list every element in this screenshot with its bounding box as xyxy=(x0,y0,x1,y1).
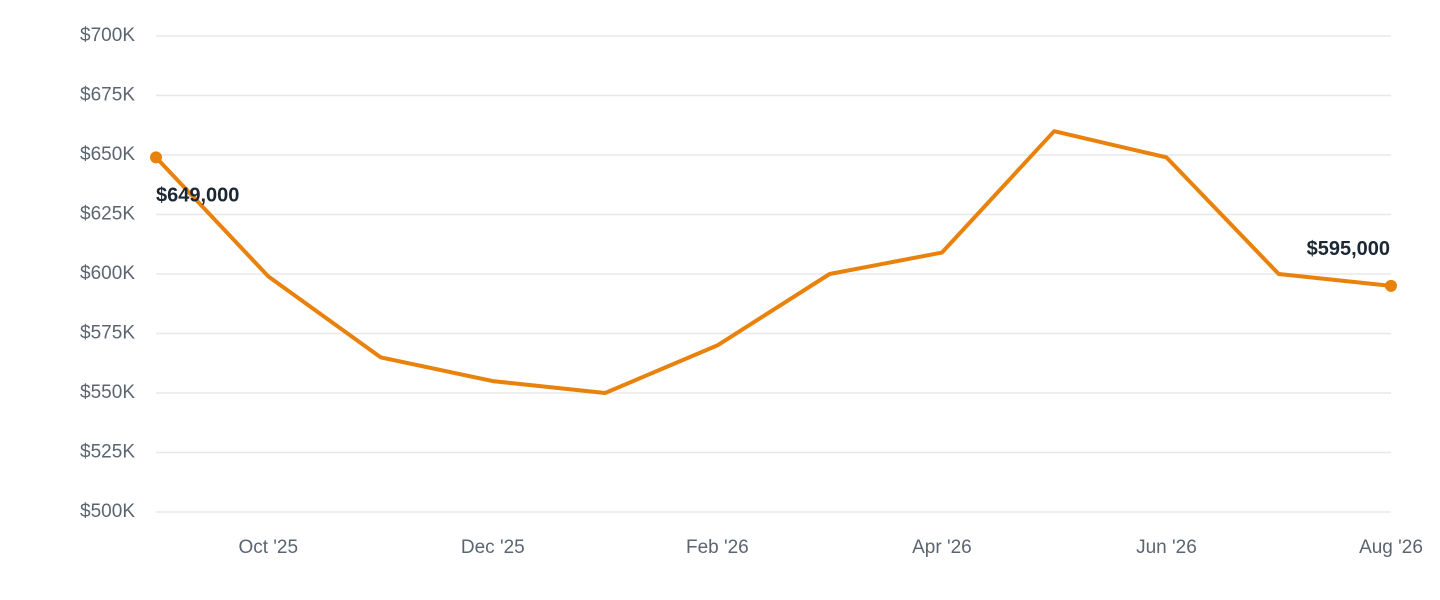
line xyxy=(154,129,1392,395)
y-tick-label: $675K xyxy=(80,85,135,106)
x-tick-label: Oct '25 xyxy=(238,537,298,558)
data-label: $595,000 xyxy=(1307,238,1390,260)
data-label: $649,000 xyxy=(156,185,239,207)
y-tick-label: $550K xyxy=(80,382,135,403)
x-tick-label: Dec '25 xyxy=(461,537,525,558)
y-tick-label: $500K xyxy=(80,501,135,522)
y-tick-label: $700K xyxy=(80,25,135,46)
x-tick-label: Aug '26 xyxy=(1359,537,1423,558)
marker xyxy=(1385,279,1397,292)
y-tick-label: $575K xyxy=(80,323,135,344)
y-tick-label: $525K xyxy=(80,442,135,463)
x-tick-label: Jun '26 xyxy=(1136,537,1197,558)
y-tick-label: $650K xyxy=(80,144,135,165)
y-tick-label: $625K xyxy=(80,204,135,225)
x-tick-label: Apr '26 xyxy=(912,537,972,558)
y-tick-label: $600K xyxy=(80,263,135,284)
marker xyxy=(150,151,162,164)
x-tick-label: Feb '26 xyxy=(686,537,749,558)
